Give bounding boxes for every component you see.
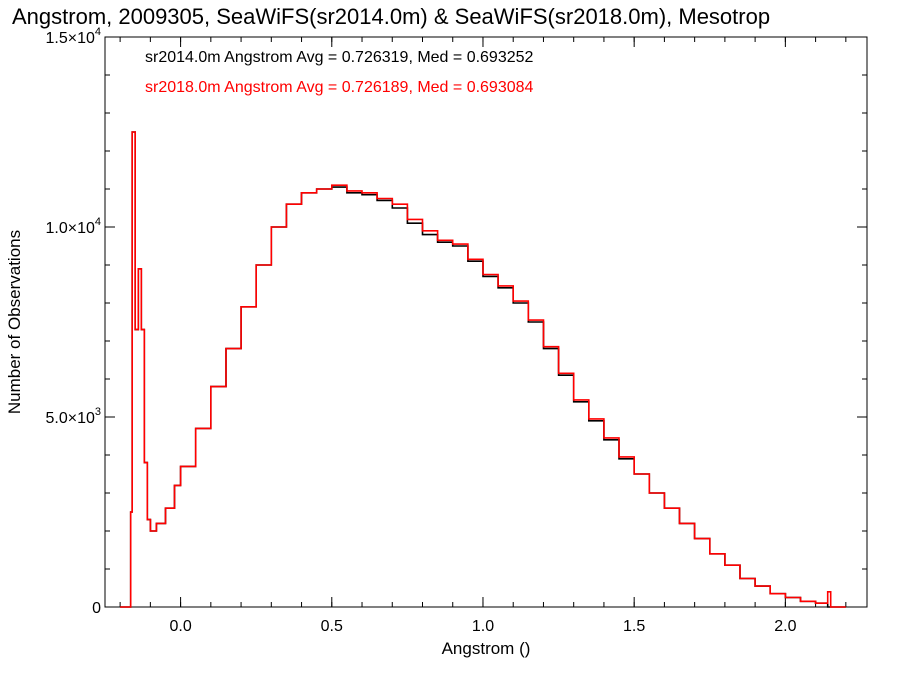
y-tick-mantissa: 1.0×10: [45, 220, 94, 237]
y-tick-label: 1.5×104: [45, 26, 101, 47]
y-axis-label: Number of Observations: [5, 230, 24, 414]
x-tick-label: 1.0: [472, 618, 494, 635]
y-tick-mantissa: 0: [92, 600, 101, 617]
legend-entry-2: sr2018.0m Angstrom Avg = 0.726189, Med =…: [145, 79, 534, 96]
y-tick-exponent: 3: [95, 406, 101, 418]
y-tick-label: 1.0×104: [45, 216, 101, 237]
x-tick-label: 1.5: [623, 618, 645, 635]
y-tick-label: 0: [92, 600, 101, 617]
y-tick-exponent: 4: [95, 216, 101, 228]
legend-entry-1: sr2014.0m Angstrom Avg = 0.726319, Med =…: [145, 49, 534, 66]
x-axis-label: Angstrom (): [442, 639, 531, 658]
plot-area-frame: [104, 36, 868, 608]
y-tick-mantissa: 5.0×10: [45, 410, 94, 427]
x-axis-ticks: 0.0 0.5 1.0 1.5 2.0: [119, 37, 847, 635]
y-tick-label: 5.0×103: [45, 406, 101, 427]
series-lines: [120, 131, 846, 608]
x-tick-label: 0.0: [169, 618, 191, 635]
y-tick-mantissa: 1.5×10: [45, 30, 94, 47]
chart-title: Angstrom, 2009305, SeaWiFS(sr2014.0m) & …: [12, 4, 770, 29]
y-tick-exponent: 4: [95, 26, 101, 38]
series-line-1: [120, 131, 846, 608]
x-tick-label: 0.5: [321, 618, 343, 635]
series-line-2: [120, 131, 846, 608]
x-tick-label: 2.0: [774, 618, 796, 635]
